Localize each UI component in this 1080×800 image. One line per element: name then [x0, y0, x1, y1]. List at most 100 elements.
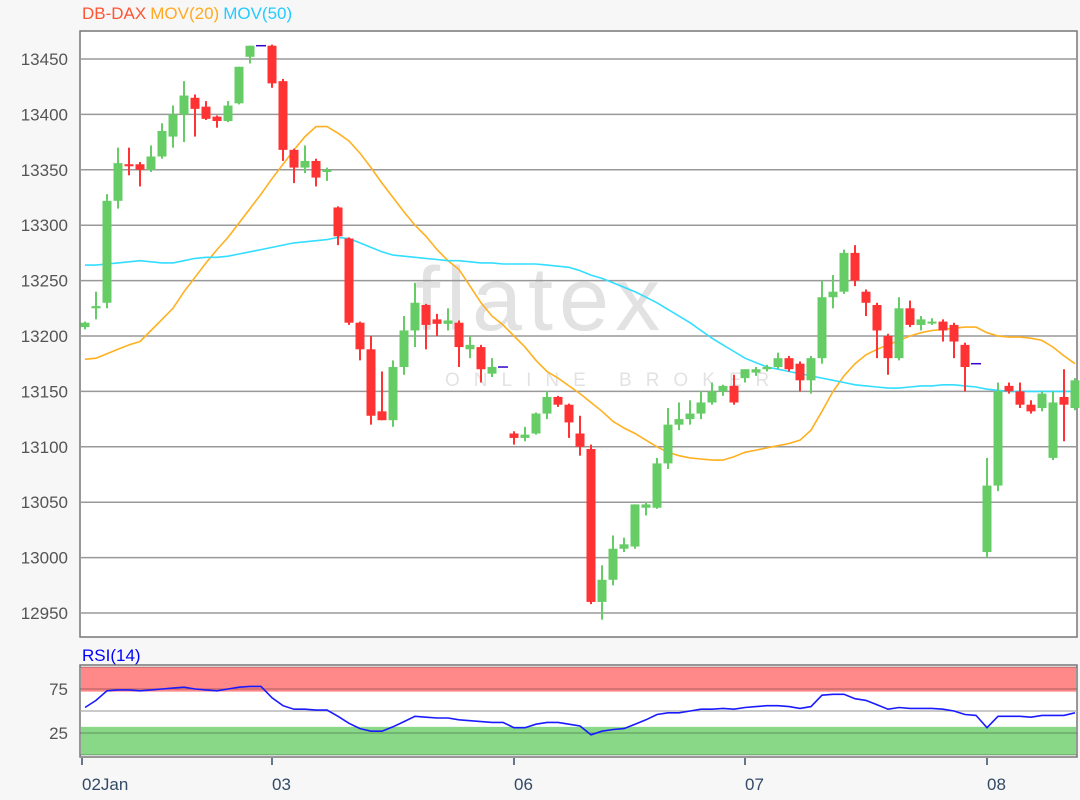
- candle-body: [740, 369, 750, 379]
- candle: [542, 391, 552, 420]
- candle-body: [399, 330, 409, 368]
- candle: [190, 94, 200, 137]
- rsi-y-tick-label: 75: [49, 680, 68, 699]
- candle: [795, 361, 805, 392]
- candle-body: [674, 419, 684, 425]
- candle: [1037, 391, 1047, 412]
- candle: [212, 115, 222, 128]
- candle-body: [432, 319, 442, 324]
- title-part: MOV(50): [223, 4, 292, 23]
- candle-body: [982, 485, 992, 553]
- candle-body: [311, 160, 321, 178]
- candle-body: [190, 97, 200, 109]
- candle: [223, 101, 233, 123]
- y-tick-label: 12950: [21, 604, 68, 623]
- candle: [443, 308, 453, 331]
- x-tick-label: 03: [272, 775, 291, 794]
- candle-body: [366, 349, 376, 416]
- candle-body: [927, 321, 937, 324]
- candle: [267, 44, 277, 88]
- candle-body: [443, 320, 453, 324]
- candle-body: [157, 131, 167, 157]
- candle: [1026, 400, 1036, 414]
- y-tick-label: 13050: [21, 493, 68, 512]
- candle: [982, 457, 992, 558]
- candle-body: [630, 504, 640, 547]
- candle: [1059, 369, 1069, 442]
- candle: [1048, 391, 1058, 461]
- candle-body: [410, 302, 420, 331]
- candle-body: [465, 344, 475, 350]
- y-tick-label: 13300: [21, 216, 68, 235]
- title-part: DB-DAX: [82, 4, 146, 23]
- candle: [278, 78, 288, 161]
- candle-body: [586, 449, 596, 602]
- candle: [146, 145, 156, 173]
- candle-body: [784, 358, 794, 370]
- candle-body: [102, 200, 112, 303]
- candle-body: [729, 385, 739, 403]
- candle: [124, 147, 134, 176]
- candle: [619, 537, 629, 553]
- candle: [729, 374, 739, 405]
- candle-body: [872, 304, 882, 331]
- y-tick-label: 13150: [21, 382, 68, 401]
- candle: [421, 303, 431, 350]
- candle: [828, 275, 838, 309]
- candle: [1070, 378, 1080, 411]
- y-tick-label: 13000: [21, 549, 68, 568]
- watermark-tagline: ONLINE BROKER: [445, 370, 783, 391]
- candle: [91, 291, 101, 320]
- candle: [608, 535, 618, 586]
- candle: [773, 352, 783, 370]
- candle-body: [762, 367, 772, 370]
- candle-body: [245, 45, 255, 57]
- candle-body: [476, 347, 486, 370]
- candle: [762, 364, 772, 372]
- candle: [531, 412, 541, 435]
- candle: [168, 105, 178, 148]
- candle-body: [355, 322, 365, 350]
- candle: [1004, 382, 1014, 394]
- price-plot-area: [79, 30, 1078, 638]
- candle-body: [806, 358, 816, 381]
- candle: [289, 148, 299, 184]
- candle-body: [1059, 396, 1069, 405]
- candle: [553, 395, 563, 407]
- candle-body: [795, 363, 805, 381]
- candle-body: [652, 463, 662, 508]
- candle: [410, 282, 420, 348]
- candle-body: [201, 106, 211, 119]
- candle-body: [850, 252, 860, 281]
- candle: [454, 320, 464, 368]
- candle: [333, 206, 343, 246]
- candle: [872, 302, 882, 359]
- candle: [806, 355, 816, 394]
- candle-body: [124, 164, 134, 167]
- candle: [432, 313, 442, 336]
- candle-body: [146, 156, 156, 170]
- candle-body: [685, 413, 695, 420]
- candle-body: [839, 252, 849, 292]
- candle-body: [135, 164, 145, 170]
- candle-body: [993, 391, 1003, 486]
- title-part: MOV(20): [150, 4, 219, 23]
- candle-body: [212, 116, 222, 122]
- candle: [839, 249, 849, 294]
- candle-body: [300, 160, 310, 168]
- candle-body: [168, 114, 178, 137]
- candle: [465, 336, 475, 359]
- candle-body: [421, 304, 431, 325]
- candle: [322, 167, 332, 181]
- candle-body: [861, 291, 871, 303]
- candle: [179, 81, 189, 143]
- candle: [641, 502, 651, 516]
- y-tick-label: 13400: [21, 105, 68, 124]
- candle-body: [454, 322, 464, 348]
- candle-body: [113, 163, 123, 201]
- candle: [916, 316, 926, 331]
- candle-body: [707, 391, 717, 403]
- candle-body: [179, 95, 189, 115]
- candle-body: [278, 81, 288, 150]
